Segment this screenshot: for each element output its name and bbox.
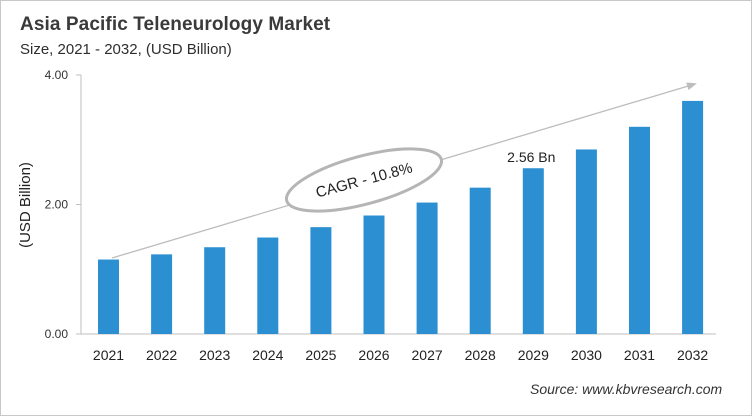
bar-2031 <box>629 126 650 334</box>
cagr-callout: CAGR - 10.8% <box>284 147 444 213</box>
bar-2026 <box>363 215 385 334</box>
bar-2029 <box>522 168 544 334</box>
x-tick-label: 2032 <box>677 347 708 363</box>
bar-2023 <box>204 247 226 334</box>
y-tick-label: 4.00 <box>45 68 69 82</box>
bars <box>98 100 704 335</box>
chart-subtitle: Size, 2021 - 2032, (USD Billion) <box>20 41 232 58</box>
y-tick-label: 2.00 <box>45 198 69 212</box>
x-tick-label: 2026 <box>358 347 389 363</box>
bar-2030 <box>575 149 597 334</box>
x-tick-label: 2024 <box>252 347 283 363</box>
y-axis-title: (USD Billion) <box>17 162 34 248</box>
bar-2024 <box>257 237 279 334</box>
bar-2027 <box>416 202 438 334</box>
x-axis-labels: 2021 2022 2023 2024 2025 2026 2027 2028 2029 2030… <box>93 347 708 363</box>
bar-2021 <box>98 259 119 334</box>
chart-title: Asia Pacific Teleneurology Market <box>20 14 331 35</box>
x-tick-label: 2028 <box>465 347 496 363</box>
x-tick-label: 2022 <box>146 347 177 363</box>
source-text: Source: www.kbvresearch.com <box>530 381 723 397</box>
bar-2025 <box>310 227 332 334</box>
x-tick-label: 2030 <box>571 347 602 363</box>
trend-overlay: CAGR - 10.8% 2.56 Bn <box>111 82 697 259</box>
y-tick-label: 0.00 <box>45 327 69 341</box>
bar-2028 <box>469 187 491 334</box>
x-tick-label: 2021 <box>93 347 124 363</box>
x-tick-label: 2031 <box>624 347 655 363</box>
x-tick-label: 2025 <box>305 347 336 363</box>
x-tick-label: 2029 <box>518 347 549 363</box>
x-tick-label: 2027 <box>412 347 443 363</box>
bar-2032 <box>682 100 704 335</box>
value-label-2029: 2.56 Bn <box>507 149 555 165</box>
axes: 0.00 2.00 4.00 (USD Billion) <box>17 68 716 341</box>
x-tick-label: 2023 <box>199 347 230 363</box>
bar-2022 <box>151 254 173 334</box>
cagr-ellipse <box>284 147 444 213</box>
